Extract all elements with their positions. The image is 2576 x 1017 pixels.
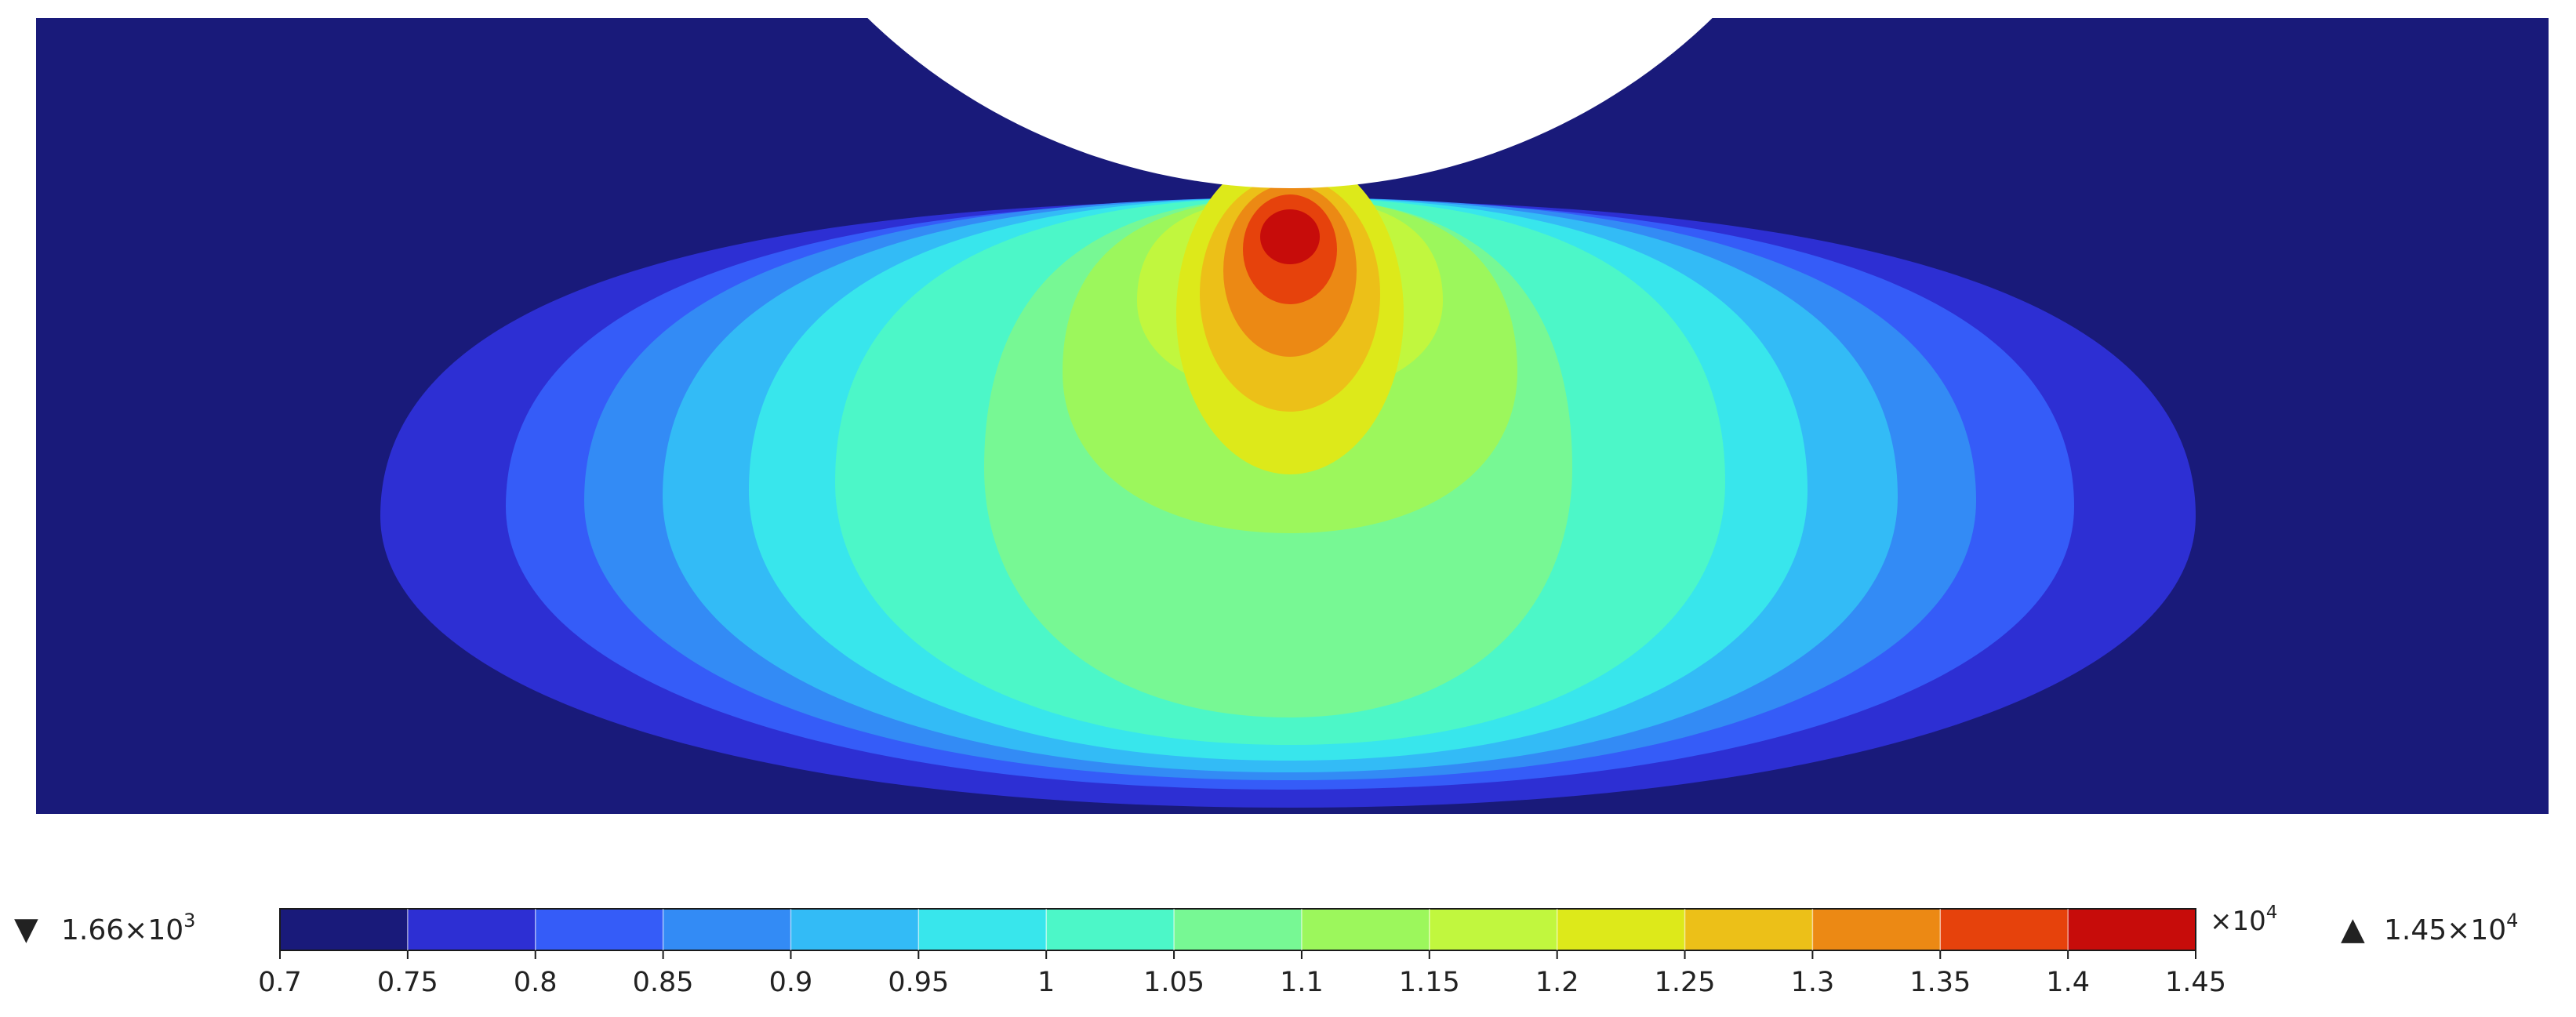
indenter-cutout bbox=[849, 0, 1731, 188]
colorbar-tick-label: 0.85 bbox=[633, 967, 694, 998]
min-readout: ▼ 1.66×103 bbox=[14, 910, 195, 947]
colorbar-band bbox=[1174, 909, 1302, 950]
contour-bands bbox=[380, 153, 2196, 808]
colorbar-bands bbox=[280, 909, 2196, 950]
colorbar-tick-label: 1.05 bbox=[1143, 967, 1204, 998]
colorbar-border bbox=[279, 908, 2196, 951]
colorbar-ticks: 0.7 0.75 0.8 0.85 0.9 0.95 1 1.05 1.1 1.15 1.2 1.25… bbox=[258, 909, 2226, 998]
colorbar-band bbox=[2068, 909, 2196, 950]
colorbar-tick-label: 1.3 bbox=[1791, 967, 1835, 998]
colorbar-tick-label: 0.8 bbox=[514, 967, 558, 998]
colorbar-band bbox=[1046, 909, 1175, 950]
contour-plot bbox=[36, 0, 2549, 814]
colorbar-tick-label: 0.7 bbox=[258, 967, 302, 998]
colorbar-band bbox=[280, 909, 408, 950]
colorbar-tick-label: 0.95 bbox=[888, 967, 949, 998]
colorbar-band bbox=[790, 909, 919, 950]
colorbar-multiplier: ×104 bbox=[2210, 903, 2277, 937]
colorbar-band bbox=[1301, 909, 1430, 950]
max-readout: ▲ 1.45×104 bbox=[2341, 910, 2518, 947]
colorbar-band bbox=[407, 909, 536, 950]
colorbar-tick-label: 1.4 bbox=[2046, 967, 2090, 998]
colorbar-tick-label: 1.45 bbox=[2165, 967, 2226, 998]
colorbar-band bbox=[1684, 909, 1813, 950]
colorbar-tick-label: 0.75 bbox=[377, 967, 438, 998]
min-value: 1.66×103 bbox=[61, 910, 195, 946]
colorbar-band bbox=[1940, 909, 2069, 950]
colorbar-tick-label: 1 bbox=[1037, 967, 1055, 998]
colorbar-band bbox=[918, 909, 1047, 950]
colorbar: 0.7 0.75 0.8 0.85 0.9 0.95 1 1.05 1.1 1.15 1.2 1.25… bbox=[258, 903, 2277, 998]
max-symbol: ▲ bbox=[2341, 911, 2365, 947]
colorbar-band bbox=[1429, 909, 1557, 950]
colorbar-tick-label: 1.1 bbox=[1280, 967, 1324, 998]
colorbar-band bbox=[1812, 909, 1941, 950]
contour-band bbox=[1260, 209, 1320, 264]
max-value: 1.45×104 bbox=[2384, 910, 2518, 946]
colorbar-tick-label: 1.35 bbox=[1909, 967, 1971, 998]
colorbar-band bbox=[535, 909, 663, 950]
min-symbol: ▼ bbox=[14, 911, 38, 947]
colorbar-band bbox=[1557, 909, 1685, 950]
colorbar-tick-label: 1.25 bbox=[1655, 967, 1716, 998]
colorbar-band bbox=[663, 909, 791, 950]
colorbar-tick-label: 1.15 bbox=[1399, 967, 1460, 998]
colorbar-tick-label: 1.2 bbox=[1535, 967, 1579, 998]
colorbar-tick-label: 0.9 bbox=[769, 967, 813, 998]
